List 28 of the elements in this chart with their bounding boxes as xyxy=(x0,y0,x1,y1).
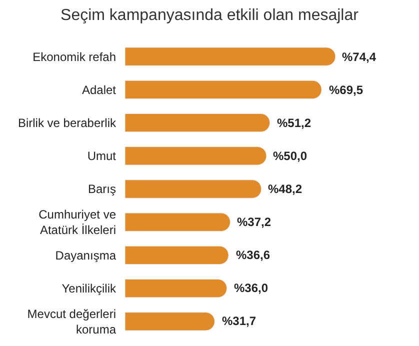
data-label: %50,0 xyxy=(273,149,308,163)
bar xyxy=(125,146,267,166)
bar xyxy=(125,80,322,100)
data-label: %69,5 xyxy=(329,83,364,97)
bar xyxy=(125,246,229,265)
data-label: %74,4 xyxy=(342,50,376,64)
y-tick-label: Mevcut değerleri koruma xyxy=(27,306,116,336)
bar xyxy=(125,47,336,66)
data-label: %37,2 xyxy=(237,215,272,229)
y-tick-label: Yenilikçilik xyxy=(62,282,117,296)
bar xyxy=(125,212,230,232)
y-tick-label: Birlik ve beraberlik xyxy=(18,116,117,130)
y-tick-label: Barış xyxy=(88,182,116,196)
data-label: %31,7 xyxy=(222,314,256,328)
y-tick-label: Adalet xyxy=(82,82,117,97)
bar xyxy=(125,180,262,198)
data-label: %51,2 xyxy=(277,116,312,130)
data-label: %36,0 xyxy=(234,281,268,295)
y-tick-label: Cumhuriyet ve Atatürk İlkeleri xyxy=(38,208,116,238)
chart-title: Seçim kampanyasında etkili olan mesajlar xyxy=(60,6,360,24)
y-tick-label: Dayanışma xyxy=(55,248,116,262)
y-tick-label: Umut xyxy=(87,149,117,164)
bar xyxy=(125,312,215,331)
bar xyxy=(125,113,270,132)
data-label: %48,2 xyxy=(268,182,302,196)
y-tick-label: Ekonomik refah xyxy=(32,50,116,64)
data-label: %36,6 xyxy=(236,248,270,262)
bar xyxy=(125,278,228,298)
